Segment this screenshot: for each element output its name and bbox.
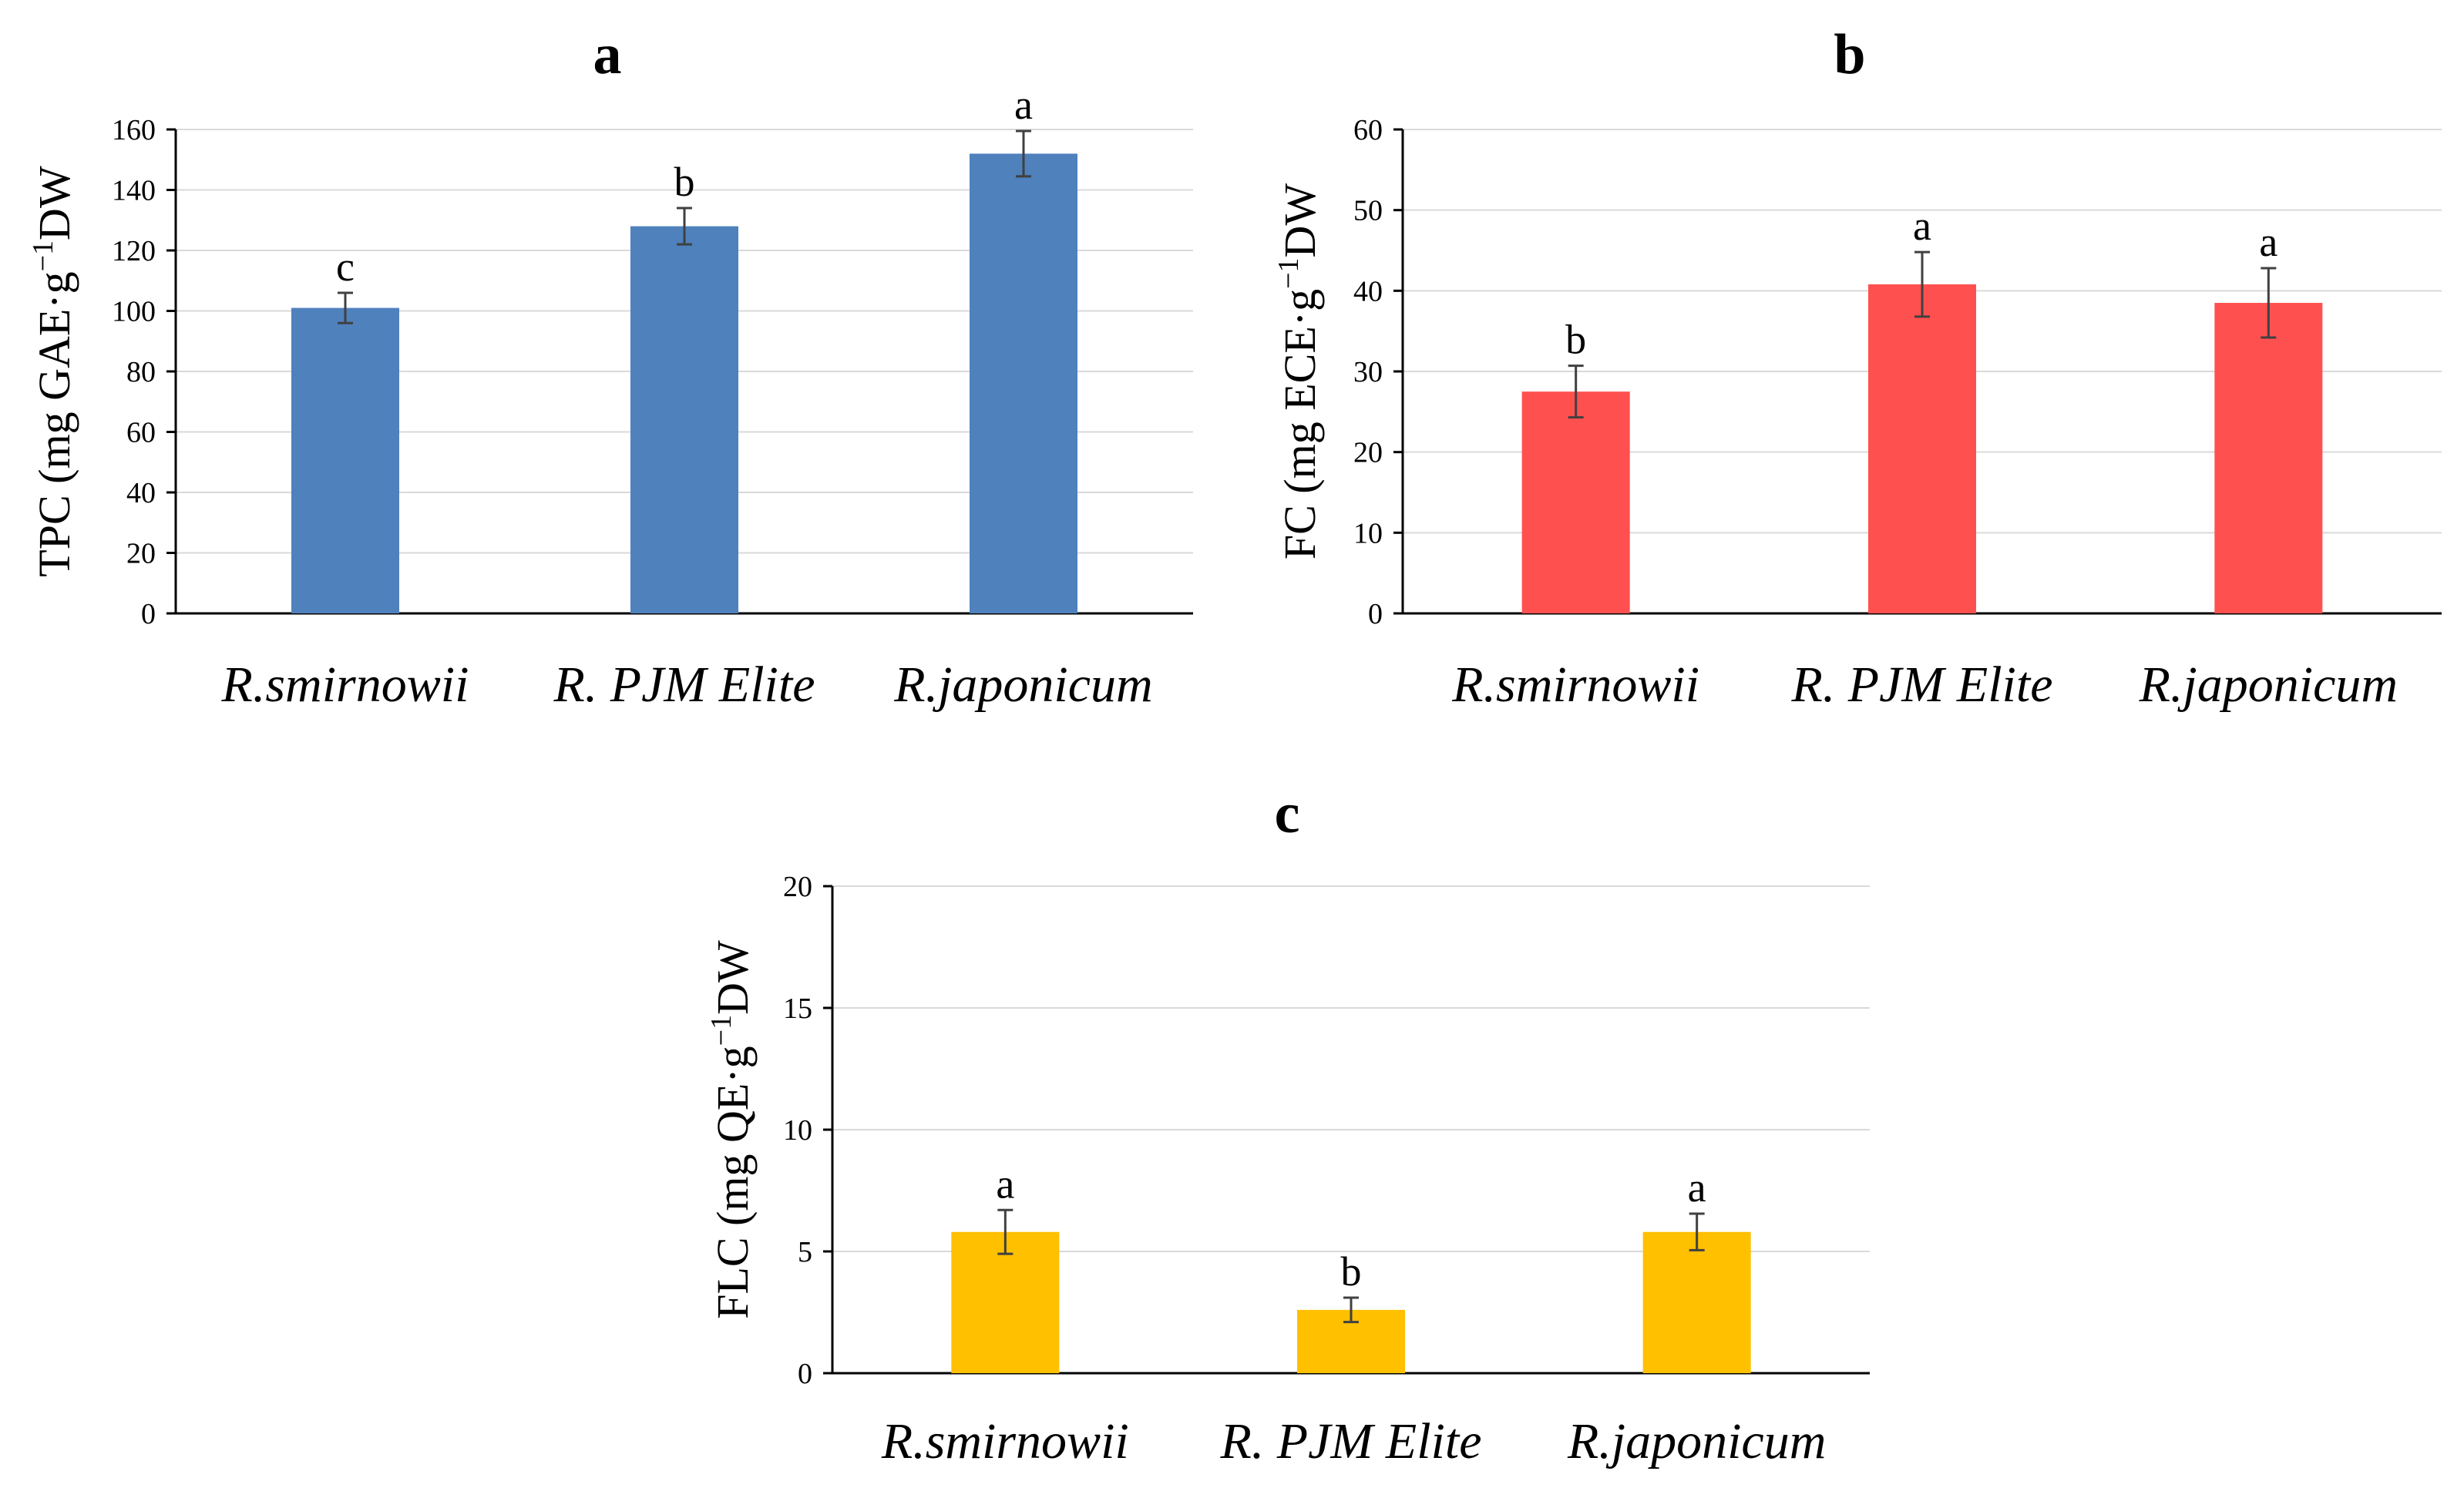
significance-label: a xyxy=(1913,203,1931,249)
panel-letter: b xyxy=(1834,23,1865,86)
significance-label: a xyxy=(1688,1164,1706,1211)
y-tick-label: 100 xyxy=(112,296,156,328)
y-tick-label: 50 xyxy=(1353,195,1383,227)
y-tick-label: 0 xyxy=(141,598,156,630)
y-axis-label: FLC (mg QE·g−1DW xyxy=(705,940,758,1319)
significance-label: b xyxy=(1341,1248,1362,1295)
panel-letter: a xyxy=(593,23,622,86)
significance-label: a xyxy=(996,1161,1014,1207)
y-tick-label: 10 xyxy=(1353,517,1383,549)
bar xyxy=(2214,303,2323,613)
chart-panel-b: b 0 10 20 30 40 50 60 FC (mg ECE·g−1DW b R.smirnow… xyxy=(1272,23,2442,713)
y-tick-label: 20 xyxy=(783,871,812,903)
category-label: R. PJM Elite xyxy=(1219,1413,1481,1470)
bar xyxy=(1868,284,1976,613)
bar xyxy=(1521,391,1630,613)
y-tick-label: 15 xyxy=(783,993,812,1025)
y-axis-label: TPC (mg GAE·g−1DW xyxy=(27,166,79,577)
category-label: R.japonicum xyxy=(2139,657,2398,713)
y-tick-label: 140 xyxy=(112,175,156,207)
y-tick-label: 60 xyxy=(1353,114,1383,146)
category-label: R.smirnowii xyxy=(881,1413,1129,1470)
bar xyxy=(951,1231,1060,1373)
y-tick-label: 20 xyxy=(1353,437,1383,469)
y-tick-label: 20 xyxy=(126,538,156,570)
y-tick-label: 80 xyxy=(126,356,156,388)
category-label: R. PJM Elite xyxy=(553,657,815,713)
significance-label: a xyxy=(2259,219,2277,265)
y-tick-label: 40 xyxy=(126,477,156,509)
significance-label: c xyxy=(336,244,355,290)
y-tick-label: 10 xyxy=(783,1114,812,1147)
category-label: R.japonicum xyxy=(1567,1413,1826,1470)
bar xyxy=(291,307,399,613)
category-label: R.smirnowii xyxy=(221,657,469,713)
bar xyxy=(630,226,738,613)
bar xyxy=(1642,1231,1751,1373)
category-label: R.smirnowii xyxy=(1451,657,1699,713)
category-label: R.japonicum xyxy=(893,657,1152,713)
y-tick-label: 0 xyxy=(1368,598,1383,630)
y-tick-label: 120 xyxy=(112,235,156,267)
significance-label: b xyxy=(1565,317,1586,363)
y-tick-label: 40 xyxy=(1353,275,1383,307)
bar xyxy=(970,153,1077,613)
y-tick-label: 30 xyxy=(1353,356,1383,388)
y-tick-label: 5 xyxy=(798,1236,812,1268)
y-axis-label: FC (mg ECE·g−1DW xyxy=(1272,183,1325,560)
y-tick-label: 160 xyxy=(112,114,156,146)
y-tick-label: 0 xyxy=(798,1358,812,1390)
significance-label: a xyxy=(1014,82,1033,128)
panel-letter: c xyxy=(1275,782,1300,845)
chart-panel-a: a 0 20 40 60 80 100 120 140 160 TPC (mg GAE·g−1DW c… xyxy=(27,23,1193,713)
significance-label: b xyxy=(674,159,695,205)
y-tick-label: 60 xyxy=(126,417,156,449)
category-label: R. PJM Elite xyxy=(1790,657,2052,713)
chart-panel-c: c 0 5 10 15 20 FLC (mg QE·g−1DW a R.smirnowii b R.… xyxy=(705,782,1870,1470)
